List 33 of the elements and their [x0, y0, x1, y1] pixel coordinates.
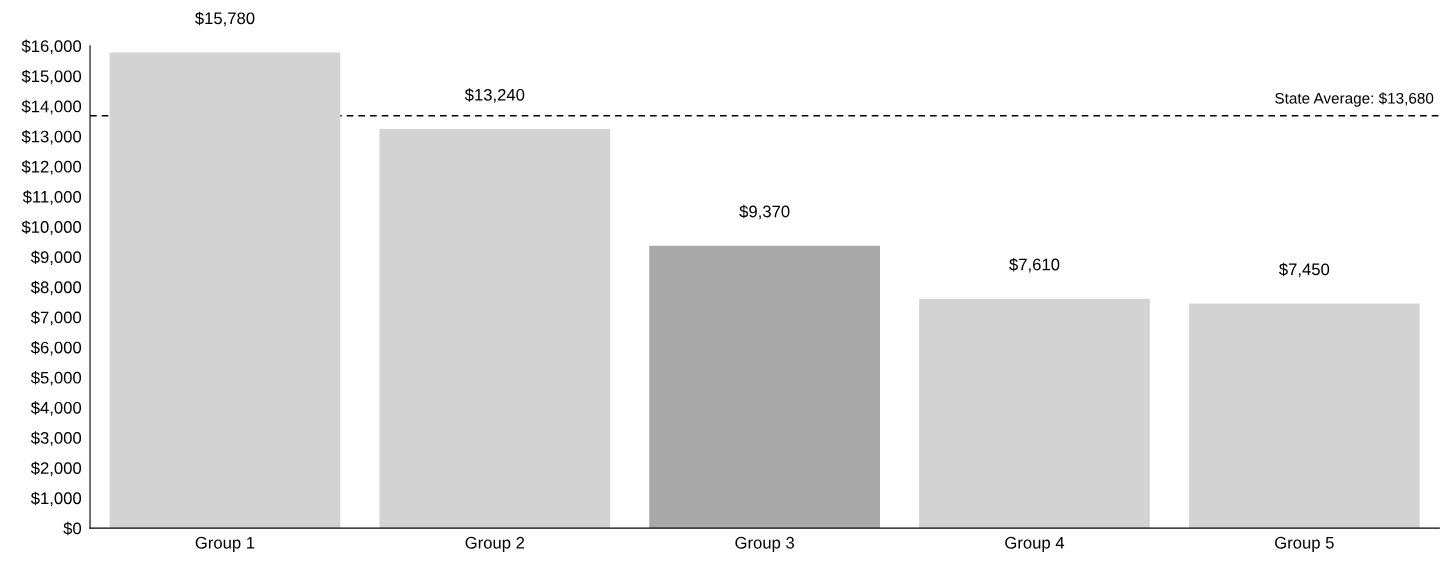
y-tick-label: $0	[63, 521, 82, 536]
y-tick-label: $9,000	[30, 250, 82, 265]
y-tick-label: $1,000	[30, 491, 82, 507]
x-tick-label: Group 4	[1005, 536, 1065, 552]
x-tick-label: Group 1	[195, 536, 255, 552]
y-tick-label: $8,000	[30, 280, 82, 296]
x-tick-label: Group 3	[735, 536, 795, 552]
data-label: $7,610	[1009, 257, 1060, 273]
x-tick-label: Group 5	[1275, 536, 1334, 552]
y-tick-label: $5,000	[30, 371, 82, 386]
bar	[109, 52, 341, 529]
y-tick-label: $7,000	[30, 310, 82, 326]
y-tick-label: $11,000	[22, 190, 82, 205]
bar	[379, 129, 611, 529]
y-tick-label: $16,000	[21, 39, 82, 55]
y-tick-label: $14,000	[21, 99, 82, 115]
data-label: $13,240	[464, 88, 525, 103]
y-tick-label: $3,000	[30, 431, 82, 446]
data-label: $15,780	[195, 11, 255, 27]
data-label: $9,370	[739, 204, 790, 220]
y-tick-label: $15,000	[21, 69, 82, 85]
y-tick-label: $2,000	[30, 461, 82, 476]
y-tick-label: $6,000	[30, 340, 82, 356]
data-label: $7,450	[1279, 262, 1330, 278]
bar	[649, 245, 880, 529]
x-tick-label: Group 2	[465, 536, 525, 552]
y-tick-label: $10,000	[21, 220, 82, 235]
y-tick-label: $4,000	[30, 401, 82, 416]
bar	[1188, 303, 1420, 529]
ref-line-label: State Average: $13,680	[1275, 92, 1434, 107]
y-tick-label: $13,000	[21, 129, 82, 145]
bar	[919, 298, 1150, 529]
y-tick-label: $12,000	[21, 160, 82, 175]
